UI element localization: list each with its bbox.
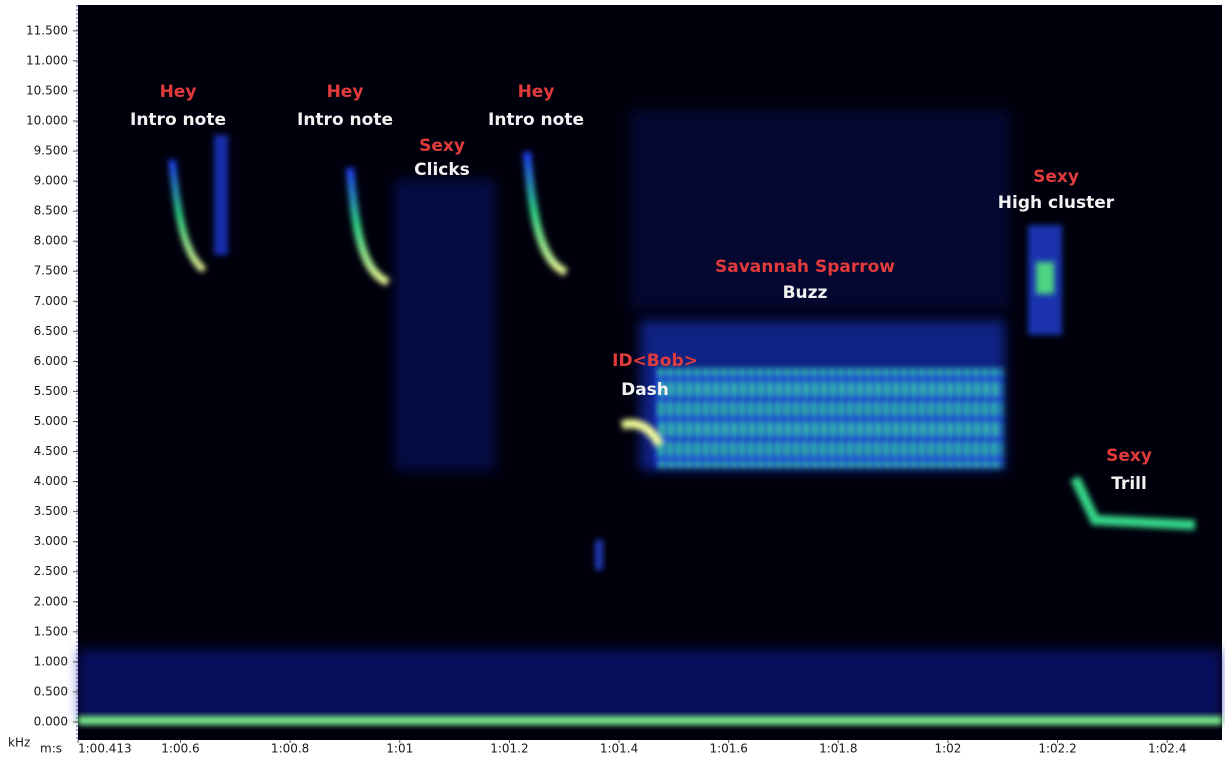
x-tick-label: 1:00.413 [78, 742, 132, 756]
x-tick-label: 1:02.4 [1148, 742, 1186, 756]
y-tick-label: 9.000 [34, 174, 68, 188]
y-tick-label: 10.500 [26, 83, 68, 97]
x-tick-label: 1:02 [934, 742, 961, 756]
x-tick-label: 1:01.8 [819, 742, 857, 756]
page: Spectrogram html, body { margin: 0; padd… [0, 0, 1225, 761]
y-tick-label: 5.500 [34, 384, 68, 398]
annotation-text: Intro note [488, 110, 584, 130]
y-tick-label: 2.000 [34, 594, 68, 608]
y-tick-label: 8.000 [34, 234, 68, 248]
annotation-text: Dash [621, 380, 669, 400]
y-tick-label: 7.000 [34, 294, 68, 308]
annotation-text: Trill [1111, 474, 1147, 494]
annotation-label: ID<Bob> [612, 351, 698, 371]
annotation-label: Hey [327, 82, 364, 102]
annotation-label: Sexy [419, 136, 465, 156]
x-tick-label: 1:00.8 [271, 742, 309, 756]
y-tick-label: 11.000 [26, 53, 68, 67]
y-tick-label: 6.000 [34, 354, 68, 368]
y-tick-label: 7.500 [34, 264, 68, 278]
x-axis-label: m:s [40, 742, 62, 756]
y-tick-label: 4.500 [34, 444, 68, 458]
x-tick-label: 1:01 [386, 742, 413, 756]
annotation-label: Sexy [1033, 167, 1079, 187]
x-tick-label: 1:01.4 [600, 742, 638, 756]
y-tick-label: 9.500 [34, 144, 68, 158]
faint-energy [630, 110, 1010, 310]
y-tick-label: 3.500 [34, 504, 68, 518]
annotation-text: Intro note [297, 110, 393, 130]
annotation-label: Hey [160, 82, 197, 102]
x-tick-label: 1:02.2 [1038, 742, 1076, 756]
baseline-noise [78, 716, 1222, 725]
annotation-text: Clicks [414, 160, 470, 180]
y-tick-label: 0.500 [34, 684, 68, 698]
y-tick-label: 6.500 [34, 324, 68, 338]
annotation-label: Savannah Sparrow [715, 257, 895, 277]
x-tick-label: 1:01.2 [490, 742, 528, 756]
chart: kHz m:s 0.000 0.500 1.000 1.500 2.000 2.500 3.… [0, 0, 1225, 761]
buzz-blob [655, 368, 1003, 468]
y-tick-label: 1.000 [34, 654, 68, 668]
y-tick-label: 11.500 [26, 23, 68, 37]
x-tick-label: 1:00.6 [161, 742, 199, 756]
annotation-text: High cluster [998, 193, 1115, 213]
noise-blob [595, 540, 603, 570]
intro-note-blob [214, 135, 228, 255]
y-tick-label: 2.500 [34, 564, 68, 578]
clicks-energy [395, 180, 495, 470]
annotation-label: Hey [518, 82, 555, 102]
x-tick-label: 1:01.6 [709, 742, 747, 756]
body: {"chart_data": { "type": "spectrogram", … [0, 0, 1225, 761]
y-tick-label: 5.000 [34, 414, 68, 428]
y-tick-label: 10.000 [26, 113, 68, 127]
y-tick-label: 1.500 [34, 624, 68, 638]
low-noise [78, 650, 1222, 720]
y-axis-label: kHz [8, 736, 30, 750]
y-tick-label: 4.000 [34, 474, 68, 488]
y-tick-label: 3.000 [34, 534, 68, 548]
y-tick-label: 0.000 [34, 714, 68, 728]
annotation-label: Sexy [1106, 446, 1152, 466]
annotation-text: Buzz [783, 283, 828, 303]
annotation-text: Intro note [130, 110, 226, 130]
high-cluster-core [1036, 262, 1054, 294]
y-tick-label: 8.500 [34, 204, 68, 218]
